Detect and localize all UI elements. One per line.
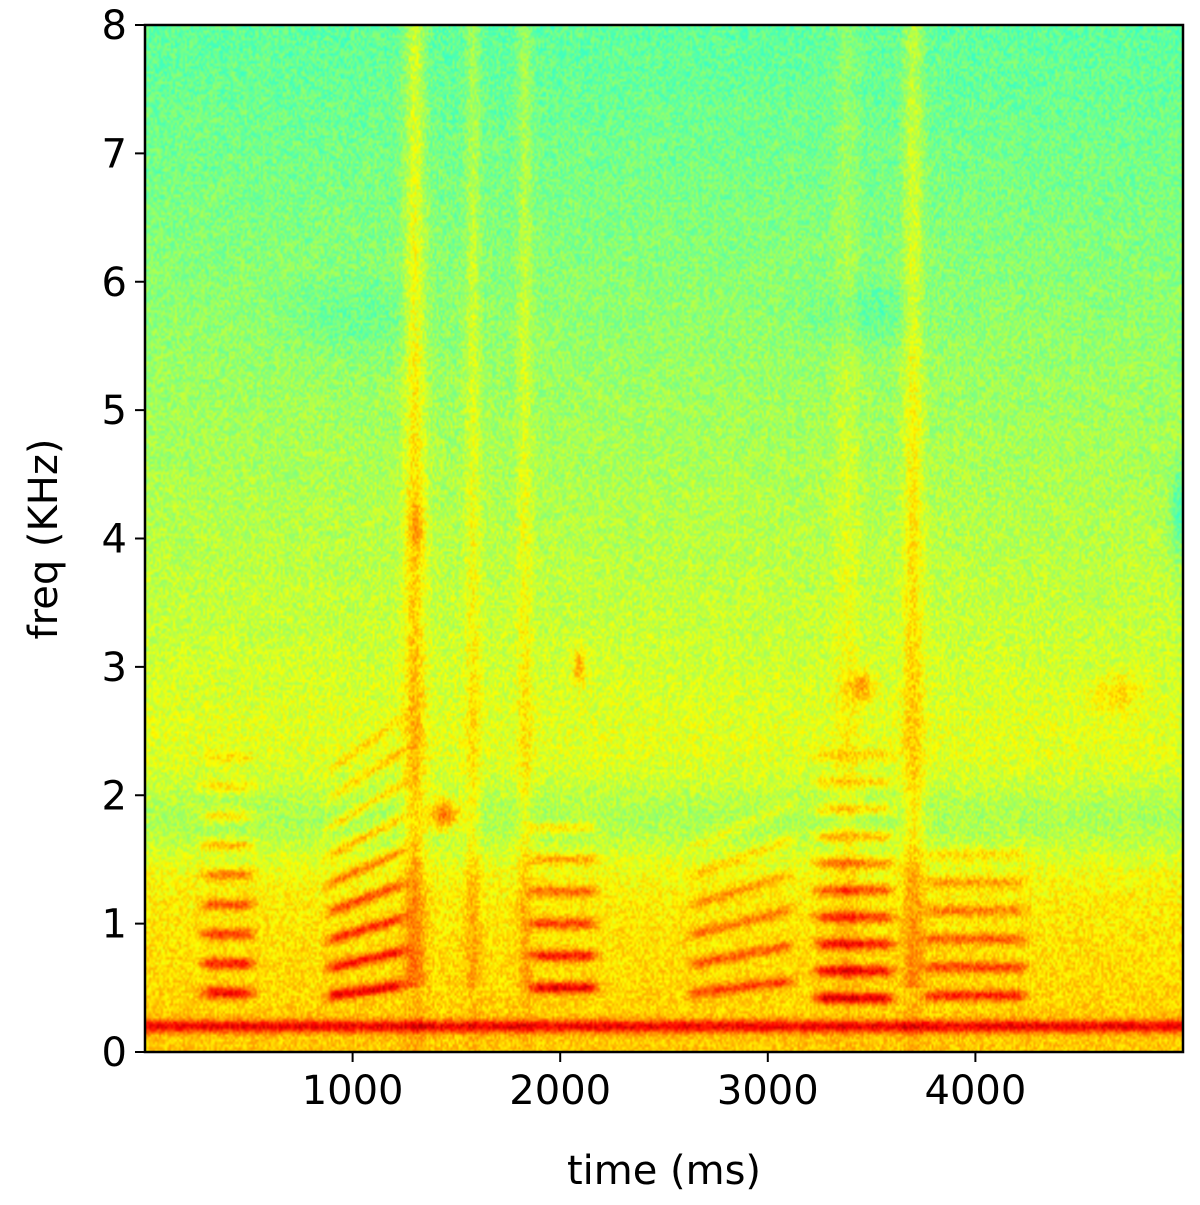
spectrogram-heatmap — [145, 25, 1183, 1052]
y-tick-label: 2 — [102, 773, 127, 819]
y-axis: 0 1 2 3 4 5 6 7 8 — [102, 3, 145, 1076]
y-tick-label: 5 — [102, 388, 127, 434]
y-tick-label: 3 — [102, 645, 127, 691]
x-axis: 1000 2000 3000 4000 — [302, 1052, 1027, 1114]
y-tick-label: 1 — [102, 902, 127, 948]
x-tick-label: 4000 — [925, 1068, 1027, 1114]
x-tick-label: 3000 — [717, 1068, 819, 1114]
y-tick-label: 6 — [102, 260, 127, 306]
plot-area — [145, 25, 1183, 1052]
x-tick-label: 1000 — [302, 1068, 404, 1114]
y-tick-label: 7 — [102, 131, 127, 177]
y-tick-label: 0 — [102, 1030, 127, 1076]
y-tick-label: 8 — [102, 3, 127, 49]
y-tick-label: 4 — [102, 517, 127, 563]
x-tick-label: 2000 — [509, 1068, 611, 1114]
x-axis-title: time (ms) — [567, 1148, 761, 1194]
y-axis-title: freq (KHz) — [21, 439, 67, 640]
